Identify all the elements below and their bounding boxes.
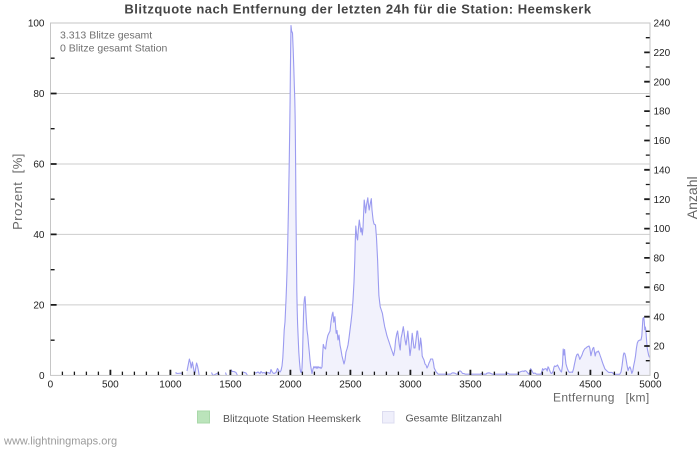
- svg-text:4500: 4500: [579, 380, 602, 391]
- svg-text:200: 200: [654, 77, 671, 88]
- svg-text:4000: 4000: [519, 380, 542, 391]
- svg-text:Blitzquote Station Heemskerk: Blitzquote Station Heemskerk: [223, 413, 361, 425]
- svg-text:80: 80: [33, 89, 45, 100]
- svg-text:100: 100: [28, 19, 45, 30]
- svg-text:140: 140: [654, 166, 671, 177]
- svg-text:100: 100: [654, 224, 671, 235]
- svg-text:180: 180: [654, 107, 671, 118]
- svg-text:1000: 1000: [159, 380, 182, 391]
- svg-text:Anzahl: Anzahl: [684, 176, 700, 219]
- svg-text:20: 20: [33, 301, 45, 312]
- svg-text:500: 500: [102, 380, 119, 391]
- svg-text:20: 20: [654, 342, 666, 353]
- svg-text:3000: 3000: [399, 380, 422, 391]
- svg-text:3500: 3500: [459, 380, 482, 391]
- svg-text:Entfernung [km]: Entfernung [km]: [553, 391, 649, 405]
- svg-text:120: 120: [654, 195, 671, 206]
- svg-text:2500: 2500: [339, 380, 362, 391]
- svg-text:Blitzquote nach Entfernung der: Blitzquote nach Entfernung der letzten 2…: [124, 2, 591, 17]
- svg-text:240: 240: [654, 19, 671, 30]
- svg-text:0: 0: [39, 371, 45, 382]
- svg-text:0: 0: [654, 371, 660, 382]
- svg-text:60: 60: [654, 283, 666, 294]
- svg-text:Prozent [%]: Prozent [%]: [10, 153, 25, 230]
- svg-text:0: 0: [48, 380, 54, 391]
- svg-text:40: 40: [33, 230, 45, 241]
- svg-text:5000: 5000: [639, 380, 662, 391]
- svg-text:80: 80: [654, 254, 666, 265]
- svg-text:2000: 2000: [279, 380, 302, 391]
- svg-text:160: 160: [654, 136, 671, 147]
- svg-text:www.lightningmaps.org: www.lightningmaps.org: [3, 436, 117, 448]
- svg-text:3.313 Blitze gesamt: 3.313 Blitze gesamt: [60, 30, 152, 42]
- svg-text:1500: 1500: [219, 380, 242, 391]
- svg-text:Gesamte Blitzanzahl: Gesamte Blitzanzahl: [406, 413, 502, 425]
- svg-text:220: 220: [654, 48, 671, 59]
- svg-text:60: 60: [33, 160, 45, 171]
- svg-text:0 Blitze gesamt Station: 0 Blitze gesamt Station: [60, 43, 168, 55]
- svg-text:40: 40: [654, 312, 666, 323]
